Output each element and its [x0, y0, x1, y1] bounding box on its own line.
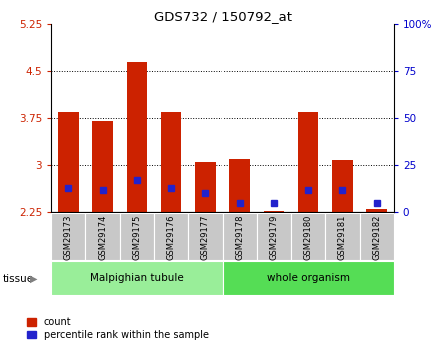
Bar	[222, 213, 257, 260]
Text: GSM29179: GSM29179	[269, 214, 279, 260]
Text: GSM29176: GSM29176	[166, 214, 176, 260]
Bar	[257, 213, 291, 260]
Bar	[126, 62, 147, 212]
Text: Malpighian tubule: Malpighian tubule	[90, 273, 184, 283]
Bar	[298, 112, 319, 212]
Bar	[360, 213, 394, 260]
Title: GDS732 / 150792_at: GDS732 / 150792_at	[154, 10, 291, 23]
Text: GSM29175: GSM29175	[132, 214, 142, 260]
Text: GSM29181: GSM29181	[338, 214, 347, 260]
Bar	[366, 209, 387, 212]
Text: GSM29174: GSM29174	[98, 214, 107, 260]
Bar	[51, 213, 85, 260]
Bar	[161, 112, 182, 212]
Bar	[332, 160, 353, 212]
Bar	[291, 213, 325, 260]
Text: GSM29178: GSM29178	[235, 214, 244, 260]
Text: tissue: tissue	[2, 274, 33, 284]
Bar	[195, 162, 216, 212]
Bar	[85, 213, 120, 260]
Bar	[120, 213, 154, 260]
Bar	[229, 159, 250, 212]
Bar	[58, 112, 79, 212]
Bar	[222, 261, 394, 295]
Text: GSM29182: GSM29182	[372, 214, 381, 260]
Bar	[154, 213, 188, 260]
Text: GSM29177: GSM29177	[201, 214, 210, 260]
Bar	[325, 213, 360, 260]
Text: ▶: ▶	[30, 274, 38, 284]
Legend: count, percentile rank within the sample: count, percentile rank within the sample	[27, 317, 209, 340]
Text: GSM29173: GSM29173	[64, 214, 73, 260]
Bar	[188, 213, 222, 260]
Bar	[51, 261, 223, 295]
Bar	[263, 211, 284, 212]
Text: GSM29180: GSM29180	[303, 214, 313, 260]
Bar	[92, 121, 113, 212]
Text: whole organism: whole organism	[267, 273, 350, 283]
